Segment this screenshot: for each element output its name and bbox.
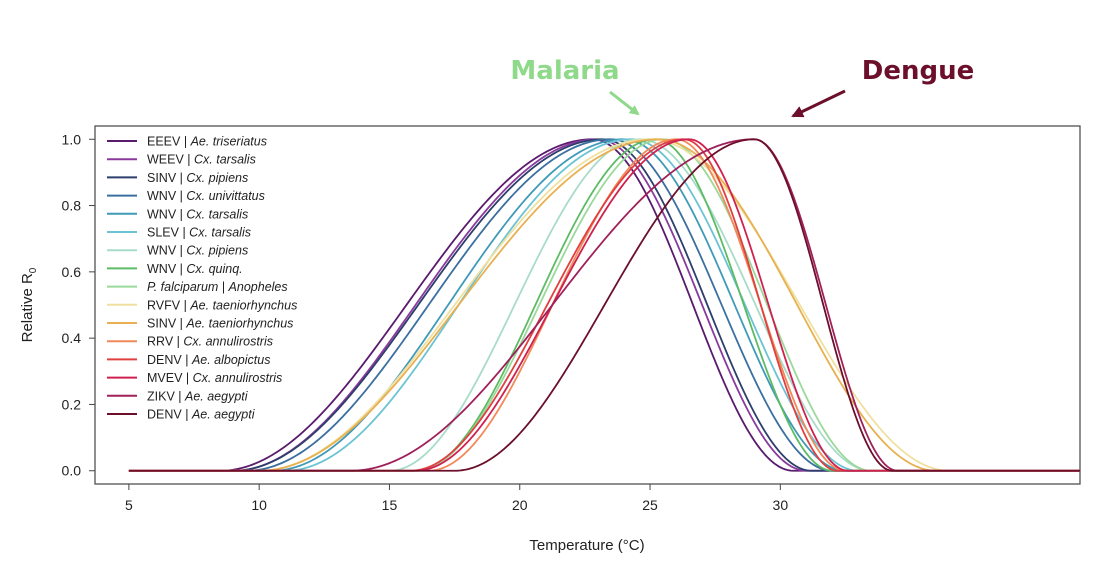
y-tick-label-6: 1.0 <box>62 131 82 147</box>
legend-separator: | <box>176 244 186 258</box>
legend-vector: Ae. albopictus <box>191 353 271 367</box>
legend-vector: Cx. quinq. <box>186 262 242 276</box>
legend-vector: Ae. taeniorhynchus <box>185 317 293 331</box>
legend-pathogen: EEEV <box>147 135 181 149</box>
plot-frame <box>94 125 1081 485</box>
dengue-arrow <box>791 89 846 118</box>
series-line-16 <box>128 138 1080 472</box>
legend-separator: | <box>180 135 190 149</box>
legend-pathogen: DENV <box>147 353 182 367</box>
legend-label-13: DENV | Ae. albopictus <box>147 353 270 367</box>
y-tick-label-3: 0.4 <box>62 330 82 346</box>
legend-vector: Anopheles <box>228 280 288 294</box>
malaria-arrow <box>609 90 640 116</box>
legend-separator: | <box>184 153 194 167</box>
legend: EEEV | Ae. triseriatus WEEV | Cx. tarsali… <box>107 135 297 422</box>
legend-pathogen: SLEV <box>147 226 180 240</box>
legend-pathogen: WNV <box>147 207 177 221</box>
legend-separator: | <box>180 298 190 312</box>
dengue-annotation: Dengue <box>862 56 974 86</box>
legend-pathogen: ZIKV <box>147 389 175 403</box>
legend-pathogen: SINV <box>147 317 177 331</box>
legend-separator: | <box>176 207 186 221</box>
legend-pathogen: DENV <box>147 408 182 422</box>
legend-separator: | <box>179 226 189 240</box>
legend-vector: Cx. tarsalis <box>189 226 251 240</box>
y-axis-title: Relative R0 <box>19 267 39 342</box>
legend-pathogen: WNV <box>147 189 177 203</box>
y-tick-label-4: 0.6 <box>62 264 82 280</box>
legend-pathogen: RVFV <box>147 298 181 312</box>
legend-label-5: WNV | Cx. tarsalis <box>147 207 248 221</box>
legend-label-3: SINV | Cx. pipiens <box>147 171 248 185</box>
legend-pathogen: RRV <box>147 335 174 349</box>
y-axis-title-subscript: 0 <box>28 267 39 273</box>
legend-label-10: RVFV | Ae. taeniorhynchus <box>147 298 297 312</box>
legend-pathogen: MVEV <box>147 371 183 385</box>
y-axis-ticks: 0.0 0.2 0.4 0.6 0.8 1.0 <box>62 131 95 479</box>
legend-vector: Cx. pipiens <box>186 171 248 185</box>
legend-separator: | <box>176 171 186 185</box>
legend-vector: Ae. taeniorhynchus <box>189 298 297 312</box>
legend-separator: | <box>175 389 185 403</box>
legend-vector: Cx. tarsalis <box>186 207 248 221</box>
legend-vector: Ae. triseriatus <box>190 135 267 149</box>
legend-separator: | <box>176 262 186 276</box>
legend-label-8: WNV | Cx. quinq. <box>147 262 243 276</box>
x-tick-label-5: 25 <box>642 497 658 513</box>
x-tick-label-2: 10 <box>251 497 267 513</box>
legend-pathogen: WEEV <box>147 153 184 167</box>
legend-vector: Cx. univittatus <box>186 189 265 203</box>
legend-separator: | <box>218 280 228 294</box>
legend-label-4: WNV | Cx. univittatus <box>147 189 265 203</box>
y-tick-label-2: 0.2 <box>62 396 82 412</box>
legend-pathogen: P. falciparum <box>147 280 218 294</box>
legend-label-9: P. falciparum | Anopheles <box>147 280 288 294</box>
legend-vector: Cx. pipiens <box>186 244 248 258</box>
legend-separator: | <box>173 335 183 349</box>
y-tick-label-5: 0.8 <box>62 198 82 214</box>
legend-label-12: RRV | Cx. annulirostris <box>147 335 273 349</box>
x-tick-label-1: 5 <box>125 497 133 513</box>
x-axis-ticks: 5 10 15 20 25 30 <box>125 484 788 513</box>
y-tick-label-1: 0.0 <box>62 463 82 479</box>
curves-layer <box>128 138 1080 472</box>
legend-vector: Cx. annulirostris <box>193 371 283 385</box>
legend-vector: Ae. aegypti <box>184 389 249 403</box>
legend-label-11: SINV | Ae. taeniorhynchus <box>147 317 293 331</box>
x-tick-label-6: 30 <box>773 497 789 513</box>
legend-separator: | <box>182 408 192 422</box>
legend-separator: | <box>182 353 192 367</box>
series-line-11 <box>128 138 1080 472</box>
legend-label-2: WEEV | Cx. tarsalis <box>147 153 256 167</box>
legend-pathogen: SINV <box>147 171 177 185</box>
y-axis-title-main: Relative R <box>19 273 36 342</box>
legend-label-16: DENV | Ae. aegypti <box>147 408 256 422</box>
legend-pathogen: WNV <box>147 262 177 276</box>
legend-separator: | <box>182 371 192 385</box>
legend-separator: | <box>176 317 186 331</box>
legend-vector: Ae. aegypti <box>191 408 256 422</box>
legend-pathogen: WNV <box>147 244 177 258</box>
malaria-annotation: Malaria <box>510 56 619 86</box>
legend-separator: | <box>176 189 186 203</box>
legend-label-1: EEEV | Ae. triseriatus <box>147 135 267 149</box>
legend-label-15: ZIKV | Ae. aegypti <box>147 389 249 403</box>
legend-label-7: WNV | Cx. pipiens <box>147 244 248 258</box>
legend-vector: Cx. tarsalis <box>194 153 256 167</box>
x-tick-label-4: 20 <box>512 497 528 513</box>
legend-label-6: SLEV | Cx. tarsalis <box>147 226 251 240</box>
x-tick-label-3: 15 <box>382 497 398 513</box>
legend-label-14: MVEV | Cx. annulirostris <box>147 371 282 385</box>
legend-vector: Cx. annulirostris <box>183 335 273 349</box>
x-axis-title: Temperature (°C) <box>529 537 644 554</box>
